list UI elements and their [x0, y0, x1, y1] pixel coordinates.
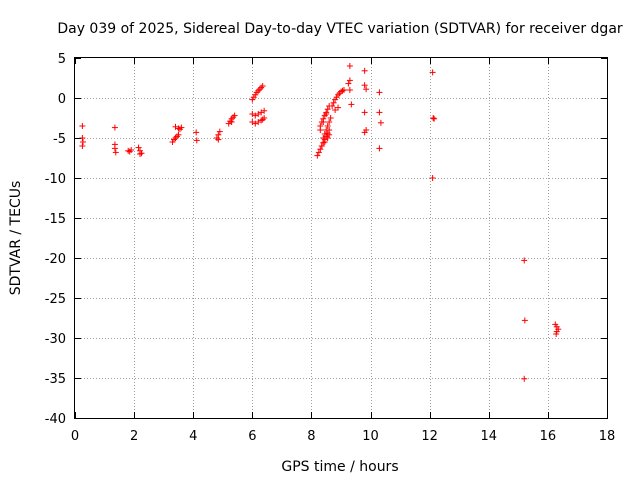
- data-point: [175, 125, 182, 132]
- data-point: [376, 109, 383, 116]
- data-point: [178, 124, 185, 131]
- y-tick-label: 5: [58, 52, 66, 67]
- data-point: [323, 127, 330, 133]
- grid-layer: [75, 58, 607, 418]
- y-tick-label: -25: [45, 292, 66, 307]
- data-point: [320, 119, 327, 125]
- data-point: [138, 150, 145, 157]
- data-point: [326, 119, 333, 125]
- data-point: [193, 137, 200, 144]
- data-point: [553, 331, 560, 337]
- points-layer: [79, 63, 562, 382]
- data-point: [259, 83, 266, 89]
- data-point: [128, 147, 135, 153]
- data-point: [228, 119, 235, 125]
- data-point: [346, 87, 353, 93]
- data-point: [79, 123, 86, 129]
- data-point: [340, 87, 347, 93]
- y-tick-label: -20: [45, 252, 66, 267]
- data-point: [327, 115, 334, 121]
- y-axis-label: SDTVAR / TECUs: [8, 181, 24, 296]
- data-point: [346, 77, 353, 84]
- x-tick-label: 0: [71, 429, 79, 444]
- data-point: [429, 175, 436, 181]
- data-point: [111, 124, 118, 131]
- data-point: [323, 111, 330, 117]
- y-tick-label: -5: [53, 132, 66, 147]
- data-point: [261, 107, 268, 114]
- data-point: [430, 115, 437, 121]
- y-tick-label: -35: [45, 372, 66, 387]
- data-point: [321, 139, 328, 145]
- x-tick-label: 2: [130, 429, 138, 444]
- y-tick-label: -15: [45, 212, 66, 227]
- data-point: [315, 149, 322, 156]
- x-tick-label: 6: [248, 429, 256, 444]
- data-point: [79, 135, 86, 141]
- data-point: [361, 129, 368, 136]
- data-point: [339, 87, 346, 94]
- data-point: [231, 112, 238, 119]
- data-point: [376, 89, 383, 96]
- data-point: [361, 109, 368, 116]
- data-point: [521, 375, 528, 382]
- data-point: [330, 99, 337, 106]
- data-point: [79, 143, 86, 149]
- data-point: [137, 151, 144, 157]
- data-point: [324, 106, 331, 113]
- data-point: [431, 115, 438, 122]
- data-point: [317, 146, 324, 153]
- ticks-layer: 0 2 4 6 8 10 12 14 16 18 5 0 -5 -10 -15 -20 -25 -30 -35 -40: [45, 52, 616, 444]
- data-point: [193, 129, 200, 136]
- data-point: [361, 82, 368, 89]
- x-tick-label: 16: [540, 429, 557, 444]
- data-point: [429, 69, 436, 76]
- data-point: [111, 145, 118, 152]
- y-tick-label: 0: [58, 92, 66, 107]
- x-tick-label: 12: [421, 429, 438, 444]
- x-tick-label: 8: [307, 429, 315, 444]
- data-point: [361, 67, 368, 74]
- data-point: [175, 131, 182, 138]
- data-point: [521, 317, 528, 324]
- data-point: [112, 149, 119, 156]
- x-tick-label: 14: [481, 429, 498, 444]
- data-point: [261, 115, 268, 121]
- data-point: [363, 86, 370, 93]
- data-point: [215, 136, 222, 143]
- data-point: [79, 139, 86, 145]
- data-point: [216, 128, 223, 135]
- data-point: [521, 257, 528, 264]
- data-point: [345, 80, 352, 87]
- x-tick-label: 4: [189, 429, 197, 444]
- data-point: [314, 152, 321, 159]
- y-tick-label: -10: [45, 172, 66, 187]
- chart-title: Day 039 of 2025, Sidereal Day-to-day VTE…: [57, 21, 623, 37]
- data-point: [326, 131, 333, 138]
- x-axis-label: GPS time / hours: [281, 459, 398, 475]
- data-point: [376, 145, 383, 152]
- data-point: [329, 103, 336, 109]
- x-tick-label: 10: [362, 429, 379, 444]
- data-point: [324, 123, 331, 129]
- data-point: [321, 131, 328, 137]
- data-point: [125, 147, 132, 154]
- y-tick-label: -40: [45, 412, 66, 427]
- plot-frame: [74, 57, 608, 419]
- data-point: [335, 104, 342, 111]
- data-point: [348, 101, 355, 108]
- data-point: [324, 135, 331, 141]
- data-point: [135, 144, 142, 151]
- data-point: [317, 127, 324, 133]
- x-tick-label: 18: [599, 429, 616, 444]
- data-point: [377, 119, 384, 126]
- data-point: [318, 143, 325, 149]
- data-point: [346, 63, 353, 69]
- y-tick-label: -30: [45, 332, 66, 347]
